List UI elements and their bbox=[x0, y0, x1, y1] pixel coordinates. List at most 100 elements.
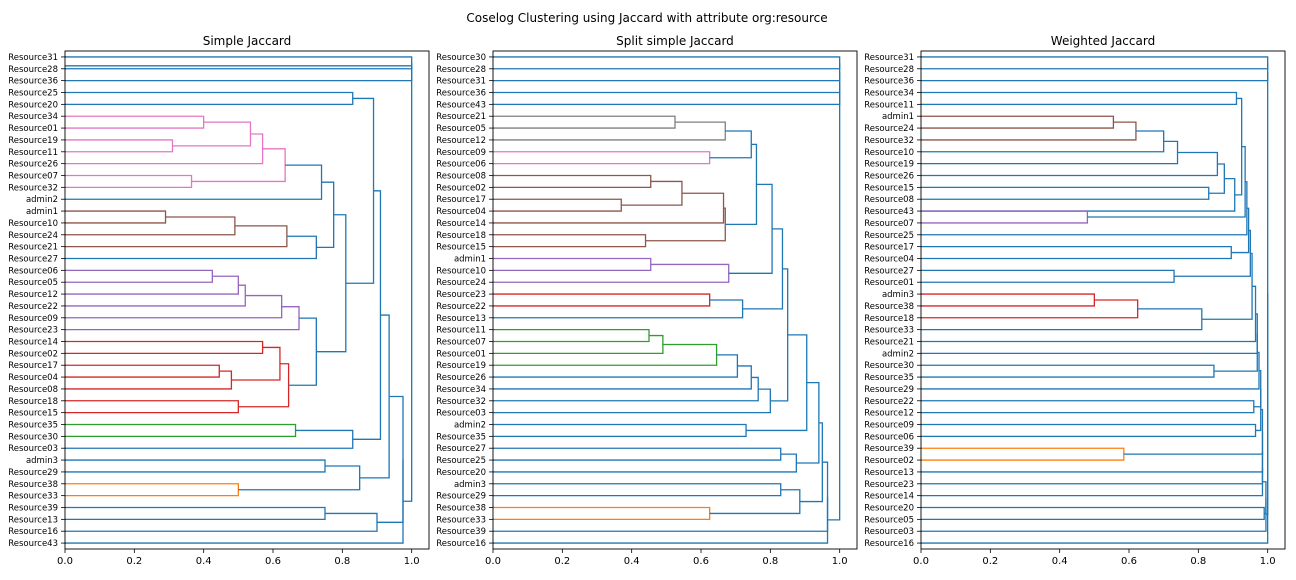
x-tick-label: 0.0 bbox=[57, 556, 73, 567]
leaf-label: Resource19 bbox=[436, 361, 486, 371]
leaf-label: Resource34 bbox=[864, 89, 914, 99]
leaf-label: Resource22 bbox=[436, 302, 486, 312]
dendrogram-link bbox=[493, 496, 829, 544]
leaf-label: admin3 bbox=[454, 480, 486, 490]
leaf-label: Resource33 bbox=[436, 515, 486, 525]
leaf-label: Resource36 bbox=[864, 77, 914, 87]
dendrogram-link bbox=[65, 210, 167, 224]
dendrogram-link bbox=[709, 130, 752, 159]
leaf-label: Resource27 bbox=[864, 266, 914, 276]
x-tick-label: 0.0 bbox=[913, 556, 929, 567]
dendrogram-link bbox=[65, 235, 317, 260]
dendrogram-link bbox=[921, 400, 1255, 414]
leaf-label: admin3 bbox=[26, 456, 58, 466]
leaf-label: Resource24 bbox=[436, 278, 486, 288]
leaf-label: Resource02 bbox=[436, 183, 486, 193]
dendrogram-link bbox=[921, 121, 1137, 141]
leaf-label: Resource18 bbox=[436, 231, 486, 241]
x-tick-label: 0.8 bbox=[762, 556, 778, 567]
dendrogram-link bbox=[65, 133, 264, 165]
leaf-label: Resource36 bbox=[436, 89, 486, 99]
leaf-label: Resource43 bbox=[864, 207, 914, 217]
dendrogram-link bbox=[493, 257, 652, 272]
dendrogram-link bbox=[493, 461, 829, 532]
x-tick-label: 0.2 bbox=[126, 556, 142, 567]
dendrogram-link bbox=[921, 431, 1264, 473]
leaf-label: Resource31 bbox=[436, 77, 486, 87]
leaf-label: Resource01 bbox=[8, 124, 58, 134]
leaf-label: Resource07 bbox=[864, 219, 914, 229]
dendrogram-link bbox=[921, 506, 1265, 521]
dendrogram-link bbox=[493, 71, 841, 94]
leaf-label: Resource23 bbox=[864, 480, 914, 490]
leaf-label: Resource23 bbox=[436, 290, 486, 300]
leaf-label: Resource26 bbox=[8, 160, 58, 170]
dendrogram-panel-3: Weighted Jaccard Resource31 Resource28 Reso… bbox=[864, 34, 1286, 567]
dendrogram-link bbox=[231, 346, 281, 381]
x-tick-label: 0.2 bbox=[554, 556, 570, 567]
dendrogram-link bbox=[621, 180, 683, 206]
leaf-label: Resource21 bbox=[8, 243, 58, 253]
leaf-label: admin2 bbox=[882, 349, 914, 359]
leaf-label: Resource25 bbox=[436, 456, 486, 466]
dendrogram-link bbox=[65, 512, 378, 532]
leaf-label: admin1 bbox=[454, 255, 486, 265]
dendrogram-link bbox=[799, 422, 823, 503]
leaf-label: Resource02 bbox=[864, 456, 914, 466]
dendrogram-link bbox=[1255, 388, 1262, 432]
leaf-label: Resource20 bbox=[8, 100, 58, 110]
dendrogram-link bbox=[728, 183, 773, 274]
dendrogram-link bbox=[493, 62, 841, 82]
leaf-label: Resource25 bbox=[8, 89, 58, 99]
leaf-label: Resource14 bbox=[436, 219, 486, 229]
dendrogram-link bbox=[1253, 370, 1262, 408]
leaf-label: Resource25 bbox=[864, 231, 914, 241]
dendrogram-link bbox=[316, 181, 335, 249]
leaf-label: Resource28 bbox=[436, 65, 486, 75]
leaf-label: Resource14 bbox=[864, 492, 914, 502]
plot-frame bbox=[492, 50, 858, 550]
dendrogram-link bbox=[65, 139, 174, 153]
dendrogram-link bbox=[1087, 145, 1246, 218]
panel-title: Split simple Jaccard bbox=[616, 34, 734, 48]
leaf-label: Resource15 bbox=[864, 183, 914, 193]
dendrogram-link bbox=[65, 275, 239, 295]
dendrogram-link bbox=[921, 313, 1258, 355]
leaf-label: Resource39 bbox=[436, 527, 486, 537]
leaf-label: Resource10 bbox=[8, 219, 58, 229]
x-tick-label: 0.2 bbox=[982, 556, 998, 567]
leaf-label: Resource38 bbox=[8, 480, 58, 490]
dendrogram-link bbox=[709, 489, 801, 515]
dendrogram-link bbox=[493, 334, 664, 355]
dendrogram-link bbox=[65, 174, 193, 189]
leaf-label: Resource11 bbox=[436, 326, 486, 336]
dendrogram-link bbox=[65, 225, 288, 248]
leaf-label: Resource28 bbox=[864, 65, 914, 75]
dendrogram-link bbox=[65, 340, 264, 355]
leaf-label: Resource20 bbox=[436, 468, 486, 478]
dendrogram-link bbox=[493, 343, 718, 366]
dendrogram-link bbox=[921, 62, 1269, 82]
dendrogram-link bbox=[65, 459, 326, 473]
dendrogram-link bbox=[770, 268, 789, 402]
dendrogram-link bbox=[493, 483, 782, 497]
leaf-label: Resource34 bbox=[436, 385, 486, 395]
leaf-label: Resource01 bbox=[436, 349, 486, 359]
leaf-label: Resource28 bbox=[8, 65, 58, 75]
dendrogram-link bbox=[921, 308, 1203, 331]
leaf-label: Resource29 bbox=[864, 385, 914, 395]
dendrogram-link bbox=[1174, 229, 1251, 277]
leaf-label: Resource24 bbox=[8, 231, 58, 241]
leaf-label: Resource12 bbox=[864, 409, 914, 419]
dendrogram-link bbox=[493, 354, 739, 378]
leaf-label: Resource27 bbox=[436, 444, 486, 454]
dendrogram-link bbox=[493, 56, 841, 70]
dendrogram-link bbox=[921, 299, 1139, 319]
leaf-label: Resource23 bbox=[8, 326, 58, 336]
x-tick-label: 0.4 bbox=[196, 556, 212, 567]
leaf-label: Resource13 bbox=[8, 515, 58, 525]
leaf-label: Resource04 bbox=[436, 207, 486, 217]
leaf-label: Resource19 bbox=[864, 160, 914, 170]
dendrogram-link bbox=[921, 451, 1264, 485]
leaf-label: Resource13 bbox=[864, 468, 914, 478]
